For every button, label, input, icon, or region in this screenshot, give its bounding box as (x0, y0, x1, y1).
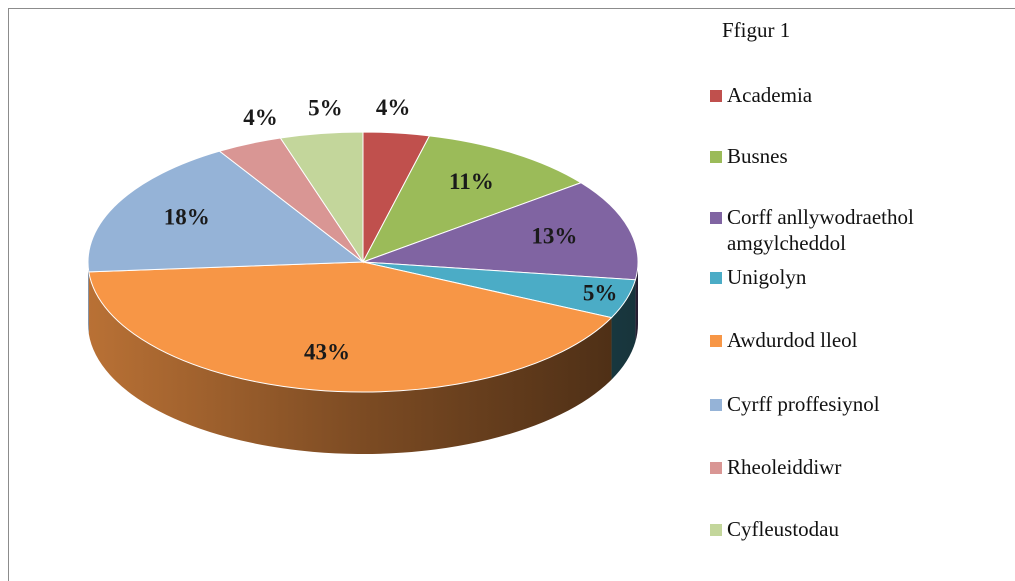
data-label: 5% (583, 281, 618, 306)
slice-side (635, 262, 638, 342)
slice-side (88, 271, 612, 455)
slice-side (88, 262, 89, 334)
legend-item: Rheoleiddiwr (710, 454, 1000, 480)
legend-label: Academia (727, 83, 813, 107)
legend-label: Awdurdod lleol (727, 328, 858, 352)
slice-side (611, 279, 636, 380)
legend-swatch (710, 399, 722, 411)
data-label: 13% (531, 223, 577, 248)
legend-label: Rheoleiddiwr (727, 455, 842, 479)
data-label: 11% (449, 169, 494, 194)
legend-swatch (710, 90, 722, 102)
legend-swatch (710, 151, 722, 163)
legend-swatch (710, 212, 722, 224)
data-label: 18% (164, 205, 210, 230)
legend-label: Cyrff proffesiynol (727, 392, 880, 416)
data-label: 43% (304, 339, 350, 364)
legend-item: Corff anllywodraethol amgylcheddol (710, 204, 1000, 256)
legend-item: Busnes (710, 143, 1000, 169)
legend-label: Cyfleustodau (727, 517, 839, 541)
slice (362, 182, 639, 281)
data-label: 5% (308, 96, 343, 121)
legend-swatch (710, 272, 722, 284)
chart-border (8, 8, 1015, 581)
legend-item: Academia (710, 82, 1000, 108)
legend-swatch (710, 462, 722, 474)
legend-label: Corff anllywodraethol amgylcheddol (727, 205, 914, 255)
data-label: 4% (243, 105, 278, 130)
slice (88, 261, 613, 393)
legend-swatch (710, 335, 722, 347)
slice (87, 150, 365, 273)
chart-title: Ffigur 1 (722, 18, 791, 42)
legend-item: Cyfleustodau (710, 516, 1000, 542)
legend-label: Busnes (727, 144, 788, 168)
legend-item: Unigolyn (710, 264, 1000, 290)
legend-swatch (710, 524, 722, 536)
legend-item: Cyrff proffesiynol (710, 391, 1000, 417)
legend-item: Awdurdod lleol (710, 327, 1000, 353)
legend-label: Unigolyn (727, 265, 807, 289)
data-label: 4% (376, 95, 411, 120)
slice (279, 131, 364, 264)
slice (361, 135, 583, 263)
